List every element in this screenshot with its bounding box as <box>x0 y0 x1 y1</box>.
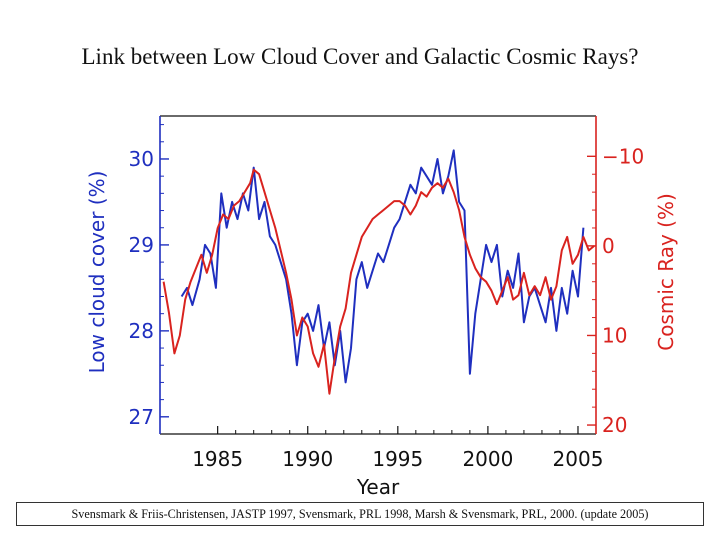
slide-title: Link between Low Cloud Cover and Galacti… <box>81 44 639 69</box>
right-tick-label: 10 <box>602 323 627 347</box>
citation: Svensmark & Friis-Christensen, JASTP 199… <box>16 502 704 526</box>
x-axis-label: Year <box>356 475 400 499</box>
cosmic-ray-line <box>162 168 595 395</box>
left-tick-label: 27 <box>129 405 154 429</box>
series-layer <box>162 149 595 395</box>
right-tick-label: 20 <box>602 413 627 437</box>
plot-frame <box>159 115 597 435</box>
cloud-cover-line <box>180 149 585 384</box>
axes-layer: 1985 1990 1995 2000 2005 Year 27 28 29 30 Low clou… <box>85 124 678 499</box>
left-tick-label: 30 <box>129 147 154 171</box>
x-tick-label: 1995 <box>372 447 423 471</box>
x-tick-label: 2000 <box>462 447 513 471</box>
left-axis-label: Low cloud cover (%) <box>85 171 109 374</box>
x-tick-label: 1990 <box>282 447 333 471</box>
left-tick-label: 28 <box>129 319 154 343</box>
left-tick-label: 29 <box>129 233 154 257</box>
chart: 1985 1990 1995 2000 2005 Year 27 28 29 30 Low clou… <box>85 115 678 499</box>
right-tick-label: 0 <box>602 234 615 258</box>
right-axis-label: Cosmic Ray (%) <box>654 193 678 351</box>
x-tick-label: 2005 <box>553 447 604 471</box>
right-tick-label: −10 <box>602 144 644 168</box>
x-tick-label: 1985 <box>192 447 243 471</box>
